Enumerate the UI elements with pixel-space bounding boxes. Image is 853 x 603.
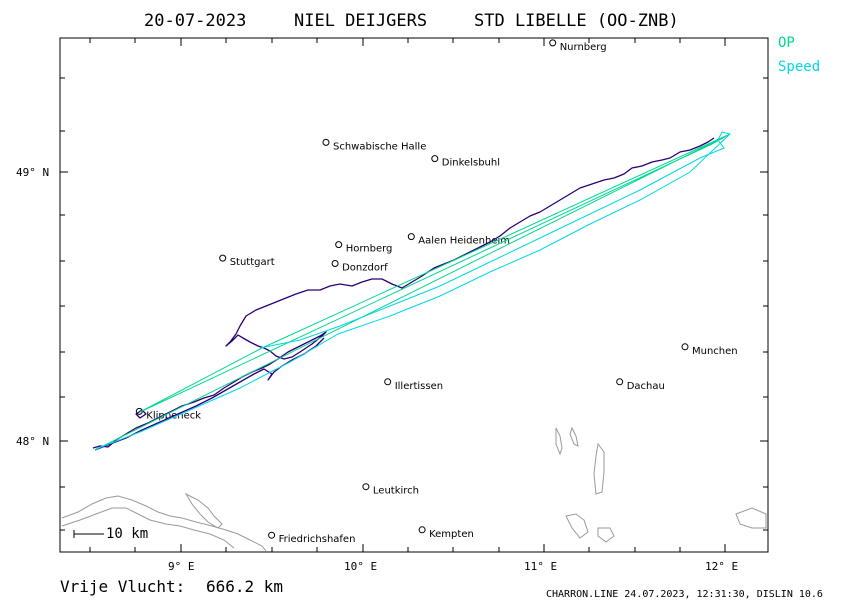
lake-small-2: [597, 527, 615, 543]
city-dot: [431, 155, 439, 163]
lake-east: [593, 442, 605, 495]
city-dot: [331, 260, 339, 267]
lat-label-48: 48° N: [16, 435, 49, 448]
city-marker: Dinkelsbuhl: [431, 155, 500, 169]
flight-track-lower: [94, 337, 325, 451]
scale-bar: 10 km: [73, 526, 148, 542]
city-label: Dachau: [627, 381, 665, 392]
city-dot: [418, 526, 426, 534]
city-dot: [335, 241, 343, 249]
title-aircraft: STD LIBELLE (OO-ZNB): [474, 11, 679, 31]
flight-track-group: [92, 137, 715, 451]
map-frame: [59, 37, 769, 553]
lon-label-9: 9° E: [168, 560, 195, 573]
city-label: Donzdorf: [342, 263, 388, 274]
op-line: [94, 133, 731, 451]
lon-label-10: 10° E: [344, 560, 377, 573]
city-marker: Illertissen: [384, 378, 443, 392]
speed-line: [95, 131, 732, 450]
city-dot: [362, 483, 370, 491]
city-label: Stuttgart: [230, 257, 275, 268]
city-dot: [322, 138, 330, 146]
lake-ammer: [555, 427, 563, 456]
city-marker: Munchen: [681, 343, 738, 357]
city-dot: [407, 233, 415, 241]
city-label: Illertissen: [395, 381, 443, 392]
city-dot: [549, 39, 557, 47]
lon-label-12: 12° E: [705, 560, 738, 573]
city-marker: Kempten: [418, 526, 474, 540]
scale-bar-label: 10 km: [106, 526, 148, 542]
city-label: Dinkelsbuhl: [442, 158, 500, 169]
city-dot: [384, 378, 392, 386]
city-label: Friedrichshafen: [279, 534, 356, 545]
lon-label-11: 11° E: [524, 560, 557, 573]
lake-chiemsee: [735, 507, 767, 529]
flight-track-upper: [92, 137, 715, 449]
distance-value: 666.2 km: [206, 577, 283, 596]
city-label: Aalen Heidenheim: [418, 236, 510, 247]
city-marker: Hornberg: [335, 241, 393, 255]
task-lines: [94, 131, 732, 451]
city-marker: Friedrichshafen: [268, 531, 356, 545]
city-dot: [268, 531, 276, 539]
distance-label: Vrije Vlucht:: [60, 577, 185, 596]
lat-label-49: 49° N: [16, 166, 49, 179]
flight-track-start-loop: [135, 409, 147, 419]
axis-ticks: [60, 38, 768, 552]
city-marker: Aalen Heidenheim: [407, 233, 510, 247]
city-dot: [219, 254, 227, 262]
city-marker: Stuttgart: [219, 254, 275, 268]
credit-line: CHARRON.LINE 24.07.2023, 12:31:30, DISLI…: [546, 589, 823, 600]
lake-constance: [61, 495, 267, 552]
lake-west: [184, 492, 223, 529]
lake-outlines: [61, 426, 767, 552]
city-marker: Nurnberg: [549, 39, 607, 53]
city-marker: Leutkirch: [362, 483, 419, 497]
city-label: Munchen: [692, 346, 738, 357]
city-label: Nurnberg: [560, 42, 607, 53]
city-marker: Donzdorf: [331, 260, 388, 274]
title-date: 20-07-2023: [144, 11, 246, 31]
city-label: Hornberg: [346, 244, 393, 255]
city-label: Leutkirch: [373, 486, 419, 497]
city-label: Schwabische Halle: [333, 141, 426, 152]
lake-constance-inner: [61, 507, 235, 549]
city-label: Kempten: [429, 529, 474, 540]
city-dot: [616, 378, 624, 386]
city-markers: Nurnberg Schwabische Halle Dinkelsbuhl Horn…: [135, 39, 738, 545]
city-marker: Dachau: [616, 378, 665, 392]
title-pilot: NIEL DEIJGERS: [294, 11, 427, 31]
lake-starnberg: [569, 426, 579, 447]
city-dot: [681, 343, 689, 351]
lake-small: [565, 513, 589, 539]
legend-speed: Speed: [778, 59, 820, 75]
legend-op: OP: [778, 35, 795, 51]
city-marker: Schwabische Halle: [322, 138, 426, 152]
